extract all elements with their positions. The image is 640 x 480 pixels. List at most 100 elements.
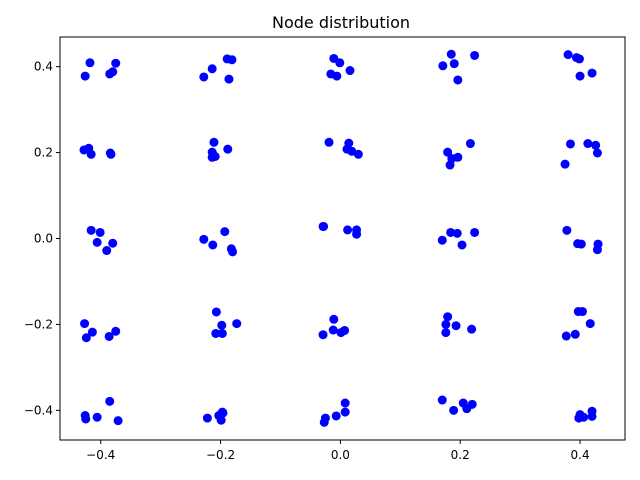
data-point-0-93 [451,321,461,331]
data-points [79,49,603,427]
data-point-0-98 [577,307,587,317]
data-point-0-44 [443,147,453,157]
data-point-0-59 [228,247,238,257]
x-tick-label-2: 0.0 [331,448,350,462]
data-point-0-113 [340,398,350,408]
data-point-0-19 [453,75,463,85]
data-point-0-83 [217,328,227,338]
y-tick-label-4: 0.4 [34,60,53,74]
data-point-0-64 [352,229,362,239]
data-point-0-39 [353,149,363,159]
data-point-0-51 [95,227,105,237]
data-point-0-112 [331,411,341,421]
data-point-0-9 [224,74,234,84]
data-point-0-53 [102,246,112,256]
data-point-0-111 [320,413,330,423]
data-point-0-24 [575,71,585,81]
data-point-0-62 [343,225,353,235]
data-point-0-66 [446,227,456,237]
data-point-0-29 [106,149,116,159]
x-tick-label-3: 0.2 [451,448,470,462]
data-point-0-49 [592,148,602,158]
data-point-0-47 [583,139,593,149]
data-point-0-54 [108,238,118,248]
data-point-0-15 [446,49,456,59]
data-point-0-115 [437,395,447,405]
data-point-0-89 [340,325,350,335]
data-point-0-85 [318,330,328,340]
data-point-0-13 [332,71,342,81]
data-point-0-27 [86,149,96,159]
data-point-0-20 [563,50,573,60]
data-point-0-82 [211,328,221,338]
x-axis: −0.4 −0.2 0.0 0.2 0.4 [86,440,590,462]
data-point-0-43 [465,139,475,149]
x-tick-label-1: −0.2 [206,448,235,462]
data-point-0-99 [585,319,595,329]
data-point-0-95 [561,331,571,341]
data-point-0-6 [199,72,209,82]
data-point-0-68 [457,240,467,250]
data-point-0-3 [108,67,118,77]
data-point-0-78 [104,331,114,341]
data-point-0-92 [441,328,451,338]
data-point-0-50 [86,225,96,235]
data-point-0-84 [232,319,242,329]
data-point-0-109 [217,407,227,417]
data-point-0-11 [335,58,345,68]
data-point-0-86 [329,314,339,324]
data-point-0-17 [438,61,448,71]
data-point-0-45 [560,159,570,169]
data-point-0-77 [87,327,97,337]
data-point-0-87 [328,325,338,335]
y-tick-label-0: −0.4 [24,403,53,417]
data-point-0-105 [202,413,212,423]
data-point-0-22 [574,54,584,64]
data-point-0-0 [85,58,95,68]
data-point-0-56 [208,240,218,250]
data-point-0-114 [340,407,350,417]
data-point-0-104 [113,416,123,426]
data-point-0-107 [216,415,226,425]
data-point-0-75 [80,319,90,329]
y-axis: −0.4 −0.2 0.0 0.2 0.4 [24,60,60,417]
data-point-0-23 [587,68,597,78]
data-point-0-91 [441,319,451,329]
data-point-0-70 [562,225,572,235]
data-point-0-69 [470,227,480,237]
data-point-0-35 [324,137,334,147]
data-point-0-122 [579,412,589,422]
data-point-0-33 [210,151,220,161]
data-point-0-4 [111,58,121,68]
data-point-0-14 [345,66,355,76]
data-point-0-119 [467,399,477,409]
data-point-0-96 [570,329,580,339]
data-point-0-79 [111,326,121,336]
data-point-0-5 [207,64,217,74]
data-point-0-1 [80,71,90,81]
data-point-0-18 [449,59,459,69]
data-point-0-124 [587,411,597,421]
y-tick-label-3: 0.2 [34,146,53,160]
data-point-0-76 [81,333,91,343]
data-point-0-67 [452,228,462,238]
data-point-0-102 [92,412,102,422]
data-point-0-90 [443,312,453,322]
data-point-0-65 [437,235,447,245]
x-tick-label-4: 0.4 [571,448,590,462]
data-point-0-61 [319,221,329,231]
chart-title: Node distribution [272,13,410,32]
plot-frame [59,36,626,441]
data-point-0-52 [92,237,102,247]
data-point-0-94 [467,324,477,334]
x-tick-label-0: −0.4 [86,448,115,462]
data-point-0-48 [591,140,601,150]
data-point-0-46 [565,139,575,149]
data-point-0-30 [209,137,219,147]
data-point-0-34 [223,144,233,154]
y-tick-label-1: −0.2 [24,317,53,331]
data-point-0-81 [217,320,227,330]
data-point-0-72 [576,239,586,249]
data-point-0-8 [227,55,237,65]
